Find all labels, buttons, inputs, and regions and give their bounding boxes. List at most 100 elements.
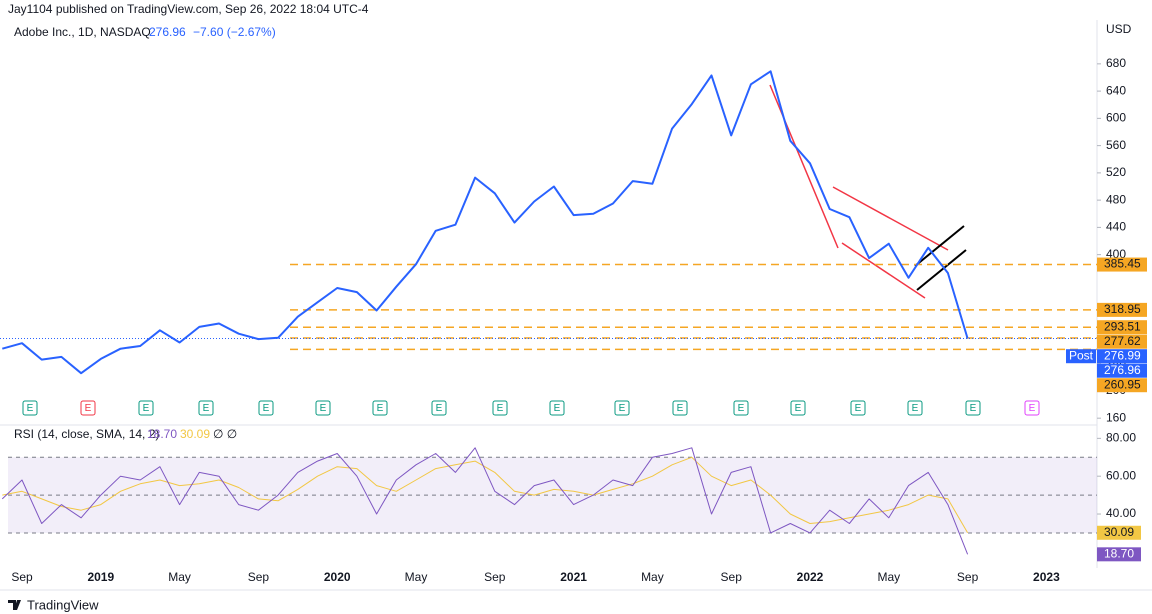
y-tick-label: 40.00: [1106, 506, 1136, 520]
earnings-label: E: [738, 403, 745, 414]
channel-lines: [914, 225, 967, 291]
rsi-tag-label: 30.09: [1104, 525, 1134, 539]
price-tag-label: 260.95: [1104, 377, 1141, 391]
price-tag-label: 276.96: [1104, 363, 1141, 377]
x-tick-label: Sep: [957, 570, 979, 584]
rsi-tag: [1097, 547, 1141, 562]
price-tag-label: 277.62: [1104, 334, 1141, 348]
earnings-label: E: [677, 403, 684, 414]
earnings-marker: [733, 400, 749, 416]
earnings-marker: [372, 400, 388, 416]
earnings-marker: [431, 400, 447, 416]
earnings-marker: [965, 400, 981, 416]
earnings-label: E: [855, 403, 862, 414]
earnings-label: E: [554, 403, 561, 414]
x-tick-label: Sep: [11, 570, 33, 584]
earnings-label: E: [619, 403, 626, 414]
earnings-marker: [492, 400, 508, 416]
x-tick-label: Sep: [248, 570, 270, 584]
price-tag: [1097, 257, 1147, 272]
post-tag: [1066, 349, 1096, 364]
earnings-label: E: [27, 403, 34, 414]
x-tick-label: May: [405, 570, 428, 584]
earnings-marker: [672, 400, 688, 416]
price-tag-label: 385.45: [1104, 257, 1141, 271]
price-tag: [1097, 320, 1147, 335]
earnings-marker: [315, 400, 331, 416]
footer-text: TradingView: [27, 597, 99, 612]
earnings-marker: [258, 400, 274, 416]
earnings-label: E: [85, 403, 92, 414]
x-tick-label: Sep: [721, 570, 743, 584]
price-tag: [1097, 349, 1147, 364]
y-tick-label: 480: [1106, 192, 1126, 206]
earnings-marker: [22, 400, 38, 416]
price-tag: [1097, 302, 1147, 317]
y-tick-label: 400: [1106, 247, 1126, 261]
earnings-label: E: [912, 403, 919, 414]
header-price: 276.96: [149, 25, 186, 39]
y-tick-label: 560: [1106, 138, 1126, 152]
symbol: Adobe Inc., 1D, NASDAQ: [14, 25, 151, 39]
earnings-label: E: [263, 403, 270, 414]
y-tick-label: 160: [1106, 410, 1126, 424]
x-tick-label: May: [877, 570, 900, 584]
x-tick-label: May: [168, 570, 191, 584]
x-tick-label: 2020: [324, 570, 351, 584]
rsi-value: 18.70: [147, 427, 177, 441]
earnings-marker: [198, 400, 214, 416]
published: Jay1104 published on TradingView.com, Se…: [8, 2, 369, 16]
earnings-label: E: [203, 403, 210, 414]
x-tick-label: 2021: [560, 570, 587, 584]
price-tag-label: 318.95: [1104, 302, 1141, 316]
earnings-label: E: [320, 403, 327, 414]
earnings-label: E: [436, 403, 443, 414]
x-tick-label: May: [641, 570, 664, 584]
rsi-tag-label: 18.70: [1104, 546, 1134, 560]
earnings-marker: [80, 400, 96, 416]
earnings-marker: [790, 400, 806, 416]
y-tick-label: 640: [1106, 83, 1126, 97]
earnings-marker: [850, 400, 866, 416]
price-tag-label: 276.99: [1104, 348, 1141, 362]
header-change: −7.60 (−2.67%): [193, 25, 276, 39]
earnings-label: E: [497, 403, 504, 414]
x-tick-label: 2023: [1033, 570, 1060, 584]
earnings-marker: [614, 400, 630, 416]
sma-value: 30.09: [180, 427, 210, 441]
earnings-label: E: [1029, 403, 1036, 414]
earnings-label: E: [377, 403, 384, 414]
series-line: [2, 456, 969, 534]
y-tick-label: 520: [1106, 165, 1126, 179]
earnings-marker: [1024, 400, 1040, 416]
footer-logo: TradingView: [8, 597, 99, 612]
earnings-label: E: [795, 403, 802, 414]
series-line: [1, 447, 969, 555]
earnings-label: E: [143, 403, 150, 414]
x-tick-label: 2022: [797, 570, 824, 584]
currency: USD: [1106, 22, 1132, 36]
y-tick-label: 440: [1106, 220, 1126, 234]
y-tick-label: 680: [1106, 56, 1126, 70]
trend-lines: [769, 84, 949, 299]
earnings-marker: [138, 400, 154, 416]
x-tick-label: 2019: [87, 570, 114, 584]
price-tag: [1097, 363, 1147, 378]
rsi-tag: [1097, 525, 1141, 540]
earnings-marker: [907, 400, 923, 416]
price-tag: [1097, 378, 1147, 393]
earnings-label: E: [970, 403, 977, 414]
rsi-flags: ∅ ∅: [213, 427, 237, 441]
y-tick-label: 80.00: [1106, 431, 1136, 445]
price-tag-label: 293.51: [1104, 319, 1141, 333]
post-tag-label: Post: [1069, 348, 1094, 362]
series-line: [2, 70, 969, 375]
y-tick-label: 60.00: [1106, 468, 1136, 482]
y-tick-label: 600: [1106, 111, 1126, 125]
x-tick-label: Sep: [484, 570, 506, 584]
rsi-title: RSI (14, close, SMA, 14, 2): [14, 427, 159, 441]
earnings-marker: [549, 400, 565, 416]
price-tag: [1097, 334, 1147, 349]
